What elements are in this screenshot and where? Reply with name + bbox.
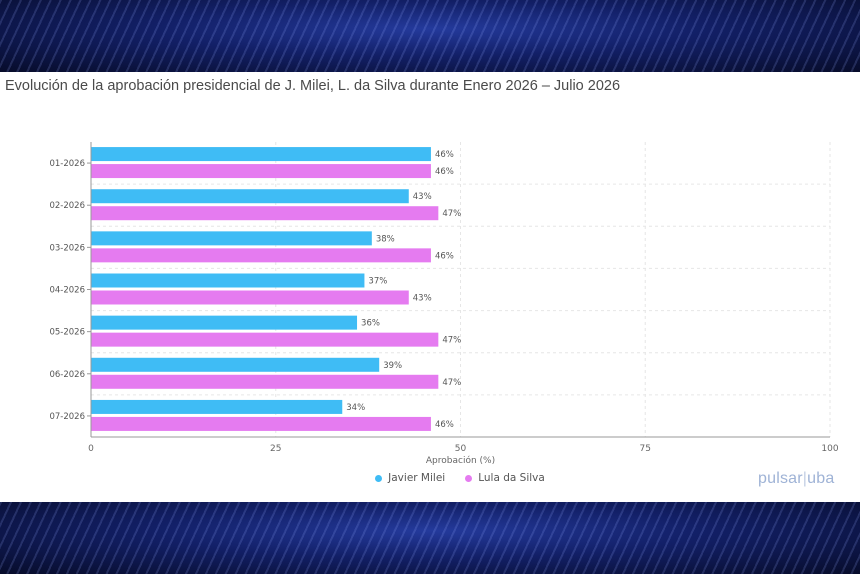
background-stage-bottom [0, 502, 860, 574]
bar-milei [91, 147, 431, 162]
x-tick-label: 100 [821, 444, 838, 454]
bar-lula [91, 416, 431, 431]
bar-chart: 0 25 50 75 100 01-2026 46% 46% 02-2026 43% 47% 03-2… [49, 142, 839, 466]
data-label: 47% [442, 378, 461, 388]
bar-lula [91, 206, 439, 221]
legend-swatch [375, 474, 383, 482]
bar-lula [91, 332, 439, 347]
data-label: 47% [442, 336, 461, 346]
data-label: 46% [435, 150, 454, 160]
brand-logo: pulsar|uba [758, 470, 834, 488]
bar-milei [91, 357, 380, 372]
background-stage-top [0, 0, 860, 72]
data-label: 43% [413, 192, 432, 202]
y-tick-label: 07-2026 [49, 412, 85, 422]
data-label: 34% [346, 403, 365, 413]
data-label: 38% [376, 234, 395, 244]
x-tick-label: 75 [640, 444, 651, 454]
y-tick-label: 05-2026 [49, 328, 85, 338]
data-label: 46% [435, 420, 454, 430]
x-tick-label: 50 [455, 444, 467, 454]
x-tick-label: 0 [88, 444, 94, 454]
bar-lula [91, 164, 431, 179]
y-tick-label: 06-2026 [49, 370, 85, 380]
legend-item[interactable]: Javier Milei [375, 472, 445, 484]
legend-swatch [465, 474, 473, 482]
data-label: 39% [383, 361, 402, 371]
legend-item[interactable]: Lula da Silva [465, 472, 545, 484]
bar-milei [91, 399, 343, 414]
chart-title: Evolución de la aprobación presidencial … [5, 78, 621, 94]
brand-logo-right: uba [807, 470, 835, 487]
y-tick-label: 04-2026 [49, 286, 85, 296]
y-tick-label: 03-2026 [49, 243, 85, 253]
data-label: 47% [442, 209, 461, 219]
brand-logo-separator: | [802, 470, 808, 487]
bar-milei [91, 315, 358, 330]
chart-panel: Evolución de la aprobación presidencial … [0, 72, 860, 502]
bar-lula [91, 290, 409, 305]
brand-logo-left: pulsar [758, 470, 803, 487]
bar-milei [91, 189, 409, 204]
legend-label: Lula da Silva [478, 472, 545, 484]
data-label: 46% [435, 251, 454, 261]
bar-lula [91, 248, 431, 263]
data-label: 36% [361, 319, 380, 329]
chart-legend: Javier Milei Lula da Silva [0, 472, 860, 484]
legend-label: Javier Milei [388, 472, 446, 484]
y-tick-label: 01-2026 [49, 159, 85, 169]
data-label: 43% [413, 294, 432, 304]
bar-lula [91, 374, 439, 389]
data-label: 37% [368, 277, 387, 287]
x-axis-title: Aprobación (%) [426, 455, 495, 466]
bar-milei [91, 273, 365, 288]
bar-milei [91, 231, 372, 246]
y-tick-label: 02-2026 [49, 201, 85, 211]
data-label: 46% [435, 167, 454, 177]
x-tick-label: 25 [270, 444, 281, 454]
